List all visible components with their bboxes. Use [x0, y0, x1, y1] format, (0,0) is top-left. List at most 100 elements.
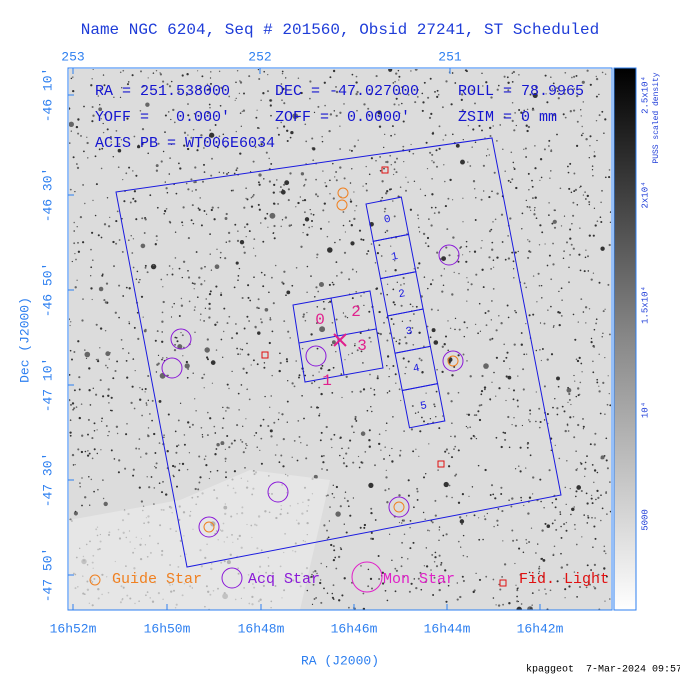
star [334, 176, 336, 178]
star [126, 117, 129, 120]
star [115, 242, 118, 245]
star [128, 321, 130, 323]
star [589, 83, 592, 86]
star [88, 389, 91, 392]
star [557, 311, 560, 314]
star [210, 174, 213, 177]
star [605, 459, 608, 462]
star [289, 337, 291, 339]
star [560, 287, 563, 290]
star [102, 497, 105, 500]
star [161, 340, 164, 343]
star [186, 147, 190, 151]
star [127, 239, 130, 242]
star [471, 486, 474, 488]
star [551, 522, 554, 525]
star [583, 270, 586, 273]
star [354, 343, 356, 345]
acq-star [305, 345, 327, 367]
star [492, 288, 495, 290]
star [322, 461, 325, 464]
star [153, 487, 156, 489]
star [225, 172, 229, 176]
star [197, 207, 200, 210]
star [332, 598, 335, 600]
star [342, 312, 345, 314]
star [322, 209, 325, 212]
star [303, 417, 305, 420]
star [327, 301, 330, 304]
star [507, 89, 510, 92]
star [246, 444, 248, 447]
guide-star [203, 521, 215, 533]
star [521, 117, 524, 120]
star [489, 126, 492, 130]
star [433, 576, 436, 579]
star [383, 210, 386, 213]
star [297, 77, 300, 79]
star [74, 190, 76, 193]
star [480, 198, 483, 201]
star [463, 335, 466, 338]
star [272, 191, 275, 194]
star [599, 519, 602, 522]
star [344, 497, 346, 499]
star [541, 297, 543, 299]
star [575, 74, 578, 77]
bottom-tick-label: 16h48m [238, 621, 285, 636]
star [208, 316, 211, 319]
star [355, 81, 358, 84]
star [332, 558, 336, 562]
star [375, 159, 377, 162]
star [296, 459, 299, 462]
star [354, 344, 356, 347]
star [79, 485, 82, 488]
star [105, 425, 108, 427]
star [392, 200, 394, 202]
star [331, 592, 334, 595]
star [263, 178, 265, 180]
star [471, 89, 474, 92]
star [316, 253, 319, 256]
star [579, 186, 581, 189]
star [410, 582, 413, 585]
star [529, 93, 532, 96]
star [493, 525, 495, 528]
star [362, 238, 365, 241]
star [267, 424, 270, 428]
star [269, 429, 273, 433]
star [528, 496, 532, 499]
star [253, 194, 255, 196]
star [148, 486, 151, 489]
star [378, 442, 381, 446]
x-axis-label: RA (J2000) [301, 653, 379, 668]
star [355, 92, 358, 96]
star [535, 349, 538, 352]
star [544, 74, 547, 77]
star [447, 465, 451, 468]
star [436, 95, 439, 98]
star [458, 328, 461, 331]
star [85, 357, 88, 359]
star [601, 336, 603, 338]
star [576, 485, 582, 490]
star [527, 256, 530, 259]
star [469, 375, 472, 378]
star [542, 575, 545, 578]
star [593, 345, 596, 348]
star [113, 458, 116, 460]
star [74, 463, 76, 466]
star [516, 600, 519, 603]
star [569, 228, 572, 231]
star [431, 521, 434, 524]
star [492, 597, 495, 599]
star [281, 281, 284, 284]
star [269, 99, 272, 102]
star [302, 223, 305, 226]
star [391, 447, 393, 450]
star [263, 366, 266, 369]
star [295, 206, 297, 208]
star [574, 380, 576, 382]
star [206, 356, 209, 359]
star [239, 112, 242, 114]
